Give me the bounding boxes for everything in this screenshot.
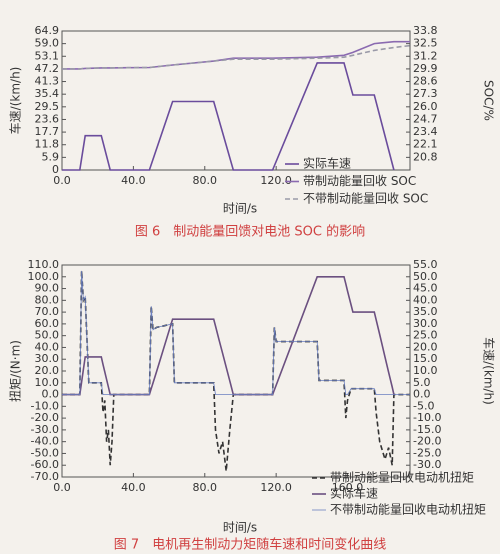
series-line [62,276,395,396]
x-tick-label: 120.0 [260,481,292,494]
y-tick-label: 60.0 [35,317,60,330]
y2-tick-label: 31.2 [413,49,438,62]
x-axis-label: 时间/s [223,521,257,535]
y2-tick-label: 30.0 [413,317,438,330]
y-tick-label: -10.0 [31,399,59,412]
y-tick-label: 70.0 [35,305,60,318]
y-tick-label: 29.5 [35,100,60,113]
y-tick-label: -30.0 [31,423,59,436]
y-tick-label: -50.0 [31,446,59,459]
y-tick-label: 41.3 [35,75,60,88]
x-axis-label: 时间/s [223,202,257,216]
y-tick-label: 47.2 [35,62,60,75]
x-tick-label: 0.0 [53,481,71,494]
legend-label: 不带制动能量回收电动机扭矩 [330,503,486,517]
y2-tick-label: -20.0 [413,435,441,448]
x-tick-label: 40.0 [121,481,146,494]
y-tick-label: 23.6 [35,112,60,125]
y-tick-label: 0.0 [42,388,60,401]
y2-tick-label: -25.0 [413,446,441,459]
y2-tick-label: 25.0 [413,329,438,342]
x-tick-label: 0.0 [53,174,71,187]
y2-tick-label: 5.0 [413,376,431,389]
legend-label: 带制动能量回收电动机扭矩 [330,471,474,485]
y-tick-label: 100.0 [28,270,60,283]
y-tick-label: 80.0 [35,293,60,306]
y-tick-label: -40.0 [31,435,59,448]
y2-tick-label: 23.4 [413,125,438,138]
y2-tick-label: 50.0 [413,270,438,283]
y-tick-label: 53.1 [35,49,60,62]
x-tick-label: 160.0 [332,481,364,494]
x-tick-label: 80.0 [193,174,218,187]
y-tick-label: 5.9 [42,150,60,163]
y2-tick-label: 27.3 [413,87,438,100]
y-tick-label: 64.9 [35,24,60,37]
y2-axis-label: SOC/% [482,80,496,121]
plot-frame [61,30,411,171]
y-tick-label: 35.4 [35,87,60,100]
y2-tick-label: 22.1 [413,138,438,151]
y-tick-label: 0 [52,163,59,176]
chart-caption: 图 7 电机再生制动力矩随车速和时间变化曲线 [114,537,386,553]
y2-tick-label: 28.6 [413,75,438,88]
y2-tick-label: -5.0 [413,399,434,412]
y-tick-label: 30.0 [35,352,60,365]
y2-tick-label: -30.0 [413,458,441,471]
y-tick-label: -70.0 [31,470,59,483]
y2-tick-label: 33.8 [413,24,438,37]
y-tick-label: -60.0 [31,458,59,471]
y2-tick-label: 40.0 [413,293,438,306]
series-line [62,44,411,70]
y-tick-label: 20.0 [35,364,60,377]
x-tick-label: 80.0 [193,481,218,494]
y2-tick-label: -10.0 [413,411,441,424]
x-tick-label: 40.0 [121,174,146,187]
y2-tick-label: 20.0 [413,340,438,353]
y2-tick-label: 32.5 [413,37,438,50]
series-line [62,62,395,171]
legend-label: 实际车速 [330,486,378,501]
y2-tick-label: -15.0 [413,423,441,436]
y-tick-label: 40.0 [35,340,60,353]
y-tick-label: 110.0 [28,258,60,271]
y-tick-label: 50.0 [35,329,60,342]
y2-tick-label: 45.0 [413,282,438,295]
y-tick-label: 10.0 [35,376,60,389]
y-tick-label: -20.0 [31,411,59,424]
y2-tick-label: 0.0 [413,388,431,401]
y2-tick-label: 15.0 [413,352,438,365]
y2-tick-label: 26.0 [413,100,438,113]
series-line [62,270,410,395]
y-tick-label: 90.0 [35,282,60,295]
y-axis-label: 车速/(km/h) [8,67,23,135]
legend-label: 带制动能量回收 SOC [303,174,416,188]
y-axis-label: 扭矩/(N·m) [9,340,23,402]
y2-tick-label: 24.7 [413,112,438,125]
legend-label: 实际车速 [303,156,351,171]
y2-tick-label: 10.0 [413,364,438,377]
legend-label: 不带制动能量回收 SOC [303,192,428,206]
y2-axis-label: 车速/(km/h) [482,337,497,405]
y-tick-label: 11.8 [35,138,60,151]
y-tick-label: 59.0 [35,37,60,50]
y2-tick-label: 29.9 [413,62,438,75]
plot-frame [61,264,411,478]
x-tick-label: 120.0 [260,174,292,187]
y2-tick-label: 35.0 [413,305,438,318]
y-tick-label: 17.7 [35,125,60,138]
series-line [62,270,410,472]
series-line [62,40,410,70]
chart-caption: 图 6 制动能量回馈对电池 SOC 的影响 [135,224,365,240]
y2-tick-label: 55.0 [413,258,438,271]
y2-tick-label: 20.8 [413,150,438,163]
